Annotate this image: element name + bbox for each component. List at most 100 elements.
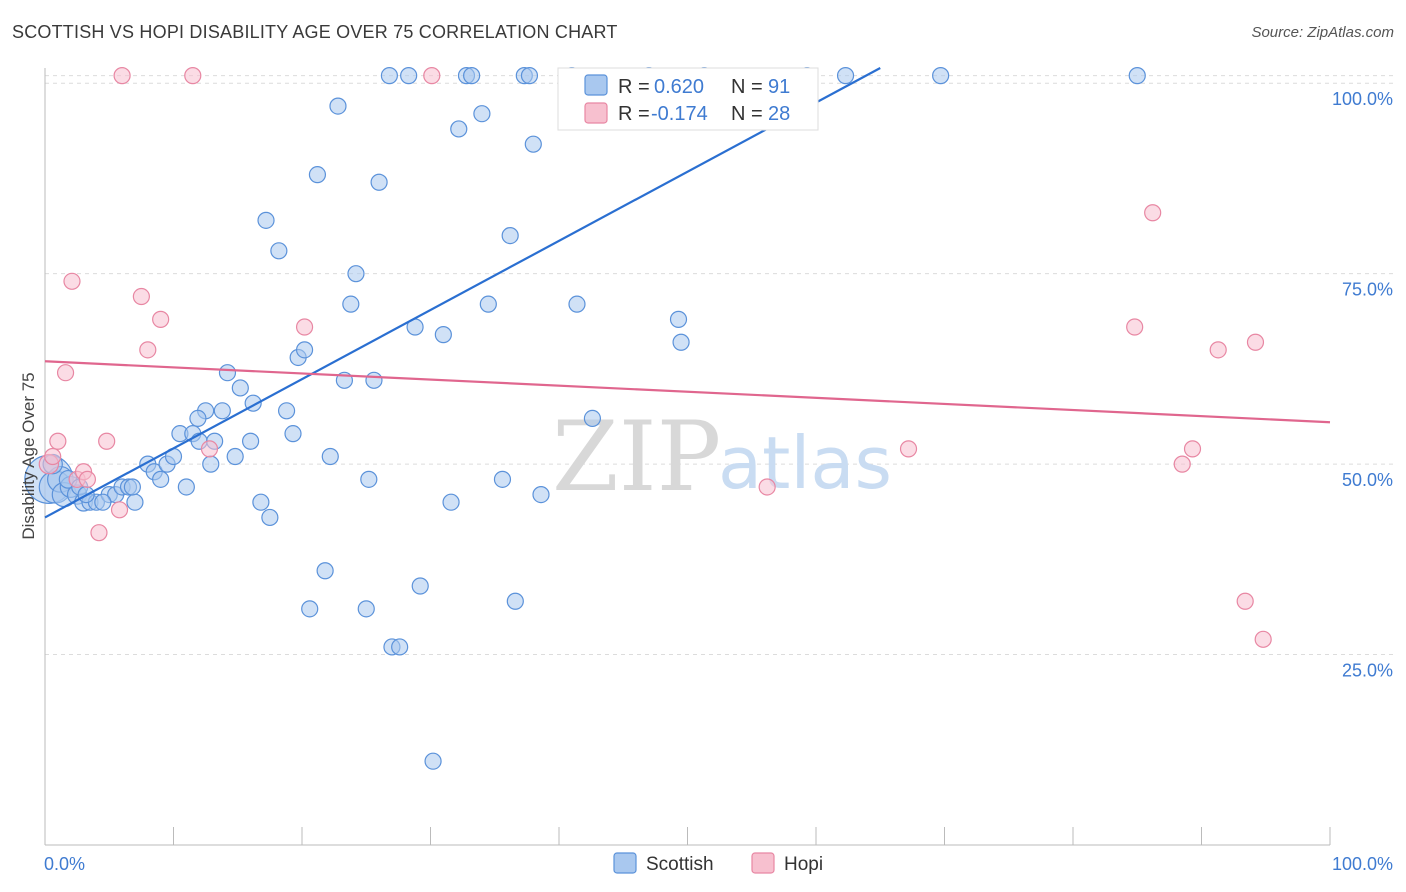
y-axis-tick-labels: 25.0% 50.0% 75.0% 100.0%: [1332, 89, 1393, 680]
y-tick-label: 100.0%: [1332, 89, 1393, 109]
scottish-point: [520, 67, 539, 85]
scottish-point: [836, 67, 855, 85]
grid-lines: [45, 75, 1393, 656]
watermark: ZIP atlas: [552, 401, 892, 513]
scottish-point: [308, 166, 327, 184]
hopi-point: [152, 310, 170, 328]
source-label: Source: ZipAtlas.com: [1251, 24, 1394, 41]
scottish-point: [932, 67, 950, 85]
hopi-point: [132, 287, 150, 306]
scottish-point: [424, 752, 442, 770]
x-tick-label-min: 0.0%: [44, 854, 85, 874]
scottish-point: [360, 470, 378, 488]
scottish-point: [463, 67, 481, 85]
scottish-point: [434, 326, 452, 344]
scottish-point: [400, 67, 418, 85]
scottish-point: [347, 265, 365, 283]
scottish-point: [189, 409, 207, 428]
scottish-point: [261, 508, 279, 527]
scottish-point: [479, 295, 497, 313]
hopi-r-value: -0.174: [651, 103, 708, 125]
hopi-point: [44, 447, 62, 466]
hopi-point: [899, 440, 918, 458]
hopi-series-swatch: [751, 852, 775, 874]
scottish-point: [380, 67, 398, 85]
hopi-point: [98, 432, 116, 450]
hopi-point: [1209, 341, 1227, 359]
scottish-point: [123, 478, 141, 496]
hopi-point: [423, 67, 441, 85]
scottish-point: [152, 470, 170, 488]
scottish-legend-swatch: [584, 74, 608, 96]
scottish-point: [411, 577, 429, 595]
scottish-series-label: Scottish: [646, 854, 714, 875]
scottish-point: [295, 341, 314, 359]
scottish-point: [301, 600, 319, 618]
scottish-n-label: N =: [731, 76, 763, 98]
scottish-point: [370, 173, 388, 191]
scottish-r-label: R =: [618, 76, 650, 98]
hopi-point: [1183, 440, 1202, 458]
scottish-r-value: 0.620: [654, 76, 704, 98]
scottish-point: [672, 333, 690, 351]
scottish-point: [252, 493, 270, 511]
scottish-points: [24, 67, 1146, 770]
hopi-point: [1254, 630, 1272, 648]
scottish-point: [365, 371, 383, 389]
scottish-point: [231, 379, 249, 397]
scottish-point: [213, 402, 231, 420]
hopi-legend-swatch: [584, 102, 608, 124]
hopi-point: [200, 440, 219, 458]
scottish-point: [1128, 67, 1146, 85]
scottish-point: [316, 562, 334, 580]
scottish-point: [342, 295, 360, 313]
scottish-point: [126, 493, 144, 511]
scottish-point: [450, 120, 468, 138]
scottish-point: [669, 310, 688, 328]
scottish-point: [442, 493, 460, 511]
scottish-point: [568, 295, 586, 313]
hopi-n-label: N =: [731, 103, 763, 125]
scottish-point: [177, 478, 195, 496]
series-legend: Scottish Hopi: [613, 852, 823, 875]
scottish-point: [270, 242, 288, 260]
scottish-point: [506, 592, 524, 610]
scottish-point: [257, 211, 275, 229]
y-tick-label: 75.0%: [1342, 280, 1393, 300]
scottish-point: [501, 226, 519, 245]
scottish-point: [218, 364, 237, 382]
hopi-point: [56, 364, 75, 382]
hopi-point: [1144, 204, 1162, 222]
watermark-atlas: atlas: [718, 421, 892, 505]
scottish-n-value: 91: [768, 76, 790, 98]
hopi-point: [139, 341, 157, 359]
scottish-point: [226, 447, 244, 466]
hopi-point: [758, 478, 776, 496]
scottish-point: [357, 600, 375, 618]
chart-title: SCOTTISH VS HOPI DISABILITY AGE OVER 75 …: [12, 22, 618, 42]
watermark-zip: ZIP: [552, 401, 721, 513]
scottish-point: [524, 135, 542, 153]
scottish-point: [202, 455, 220, 473]
scottish-point: [493, 470, 512, 488]
scottish-series-swatch: [613, 852, 637, 874]
hopi-point: [1246, 333, 1265, 351]
hopi-n-value: 28: [768, 103, 790, 125]
x-axis-ticks: [44, 827, 1331, 845]
hopi-trend-line: [44, 360, 1331, 424]
scottish-point: [242, 432, 260, 450]
scottish-point: [391, 638, 409, 656]
y-tick-label: 25.0%: [1342, 661, 1393, 681]
scottish-trend-line: [44, 67, 881, 519]
hopi-point: [184, 67, 202, 85]
scottish-point: [473, 105, 491, 123]
scottish-point: [277, 402, 296, 420]
stats-legend: R = 0.620 N = 91 R = -0.174 N = 28: [557, 67, 819, 131]
scottish-point: [532, 485, 550, 504]
y-axis-label: Disability Age Over 75: [19, 372, 38, 539]
hopi-point: [90, 524, 108, 542]
hopi-point: [1173, 455, 1191, 473]
hopi-point: [49, 432, 67, 450]
scottish-point: [583, 409, 602, 428]
